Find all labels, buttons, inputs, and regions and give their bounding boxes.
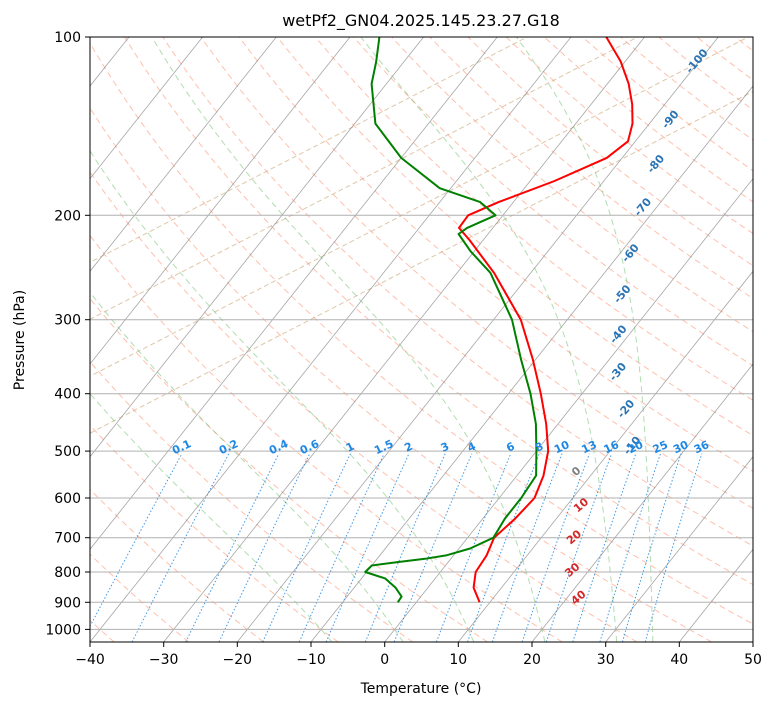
mixing-ratio-label: 30	[671, 438, 691, 456]
x-tick-label: −10	[296, 652, 326, 668]
y-tick-label: 600	[54, 491, 81, 507]
isotherm-line	[531, 363, 753, 642]
dry-adiabat	[90, 297, 488, 642]
isotherm-line	[457, 270, 753, 642]
height-isoline	[90, 90, 753, 434]
mixing-ratio-label: 13	[580, 438, 599, 456]
x-tick-label: 50	[744, 652, 762, 668]
dry-adiabat	[276, 37, 753, 437]
moist-adiabat	[151, 37, 546, 642]
moist-adiabat	[515, 37, 654, 642]
mixing-ratio-line	[131, 453, 230, 642]
mixing-ratio-line	[364, 453, 446, 642]
isotherm-line	[90, 37, 277, 272]
moist-adiabat	[360, 37, 618, 642]
moist-adiabat	[90, 149, 475, 642]
x-tick-label: 20	[523, 652, 541, 668]
x-tick-label: 30	[597, 652, 615, 668]
x-axis-label: Temperature (°C)	[360, 681, 482, 697]
mixing-ratio-label: 20	[626, 438, 646, 456]
dry-adiabat	[505, 37, 753, 235]
y-tick-label: 100	[54, 30, 81, 46]
x-tick-label: 0	[380, 652, 389, 668]
isotherm-line	[90, 37, 351, 365]
isotherm-line	[310, 85, 753, 642]
moist-adiabat	[90, 392, 333, 642]
dry-adiabat	[200, 37, 753, 509]
plot-frame	[89, 36, 754, 643]
mixing-ratio-label: 36	[692, 438, 712, 456]
isotherm-line	[236, 37, 719, 642]
mixing-ratio-line	[644, 453, 703, 642]
y-tick-label: 800	[54, 565, 81, 581]
mixing-ratio-line	[621, 453, 682, 642]
dry-adiabat	[90, 42, 753, 625]
mixing-ratio-line	[325, 453, 410, 642]
dry-adiabat	[90, 234, 563, 642]
isotherm-line	[163, 37, 645, 642]
x-tick-label: 10	[449, 652, 467, 668]
mixing-ratio-line	[572, 453, 637, 642]
pressure-grid	[90, 37, 753, 630]
x-tick-label: 40	[670, 652, 688, 668]
chart-title: wetPf2_GN04.2025.145.23.27.G18	[282, 11, 560, 31]
plot-background	[90, 37, 753, 642]
y-tick-label: 900	[54, 595, 81, 611]
isotherm-line	[90, 37, 572, 642]
dry-adiabat	[315, 37, 753, 401]
background-lines	[90, 37, 753, 642]
mixing-ratio-line	[435, 453, 512, 642]
mixing-ratio-label: 16	[602, 438, 622, 456]
height-isoline	[90, 37, 749, 377]
height-isoline	[90, 37, 528, 263]
isotherm-line	[90, 37, 424, 458]
mixing-ratio-line	[545, 453, 612, 642]
height-isoline	[90, 37, 638, 320]
y-tick-label: 400	[54, 387, 81, 403]
dewpoint-line	[364, 37, 538, 603]
dry-adiabat	[544, 37, 753, 203]
y-tick-label: 300	[54, 313, 81, 329]
mixing-ratio-line	[298, 453, 385, 642]
mixing-ratio-line	[393, 453, 473, 642]
mixing-ratio-line	[90, 453, 183, 628]
isotherm-line	[384, 178, 753, 642]
y-tick-label: 1000	[45, 622, 81, 638]
mixing-ratio-line	[262, 453, 351, 642]
dry-adiabat	[124, 37, 753, 586]
mixing-ratio-label: 25	[651, 438, 670, 456]
axes: −40 −30 −20 −10 0 10 20 30 40 50 100 200 300 400 500 60…	[45, 30, 762, 668]
y-tick-label: 200	[54, 208, 81, 224]
isotherm-line	[605, 456, 753, 642]
y-tick-label: 500	[54, 444, 81, 460]
x-tick-label: −30	[149, 652, 179, 668]
y-axis-label: Pressure (hPa)	[12, 290, 28, 390]
dry-adiabat	[90, 424, 339, 642]
mixing-ratio-label: 10	[552, 438, 572, 456]
isotherm-line	[752, 641, 753, 642]
x-tick-label: −20	[223, 652, 253, 668]
isotherm-line	[90, 37, 203, 180]
x-tick-label: −40	[75, 652, 105, 668]
temperature-line	[458, 37, 634, 603]
dry-adiabat	[90, 107, 712, 642]
y-tick-label: 700	[54, 531, 81, 547]
mixing-ratio-line	[599, 453, 661, 642]
dry-adiabat	[353, 37, 753, 367]
profile-series	[364, 37, 634, 603]
isotherm-line	[90, 37, 498, 550]
